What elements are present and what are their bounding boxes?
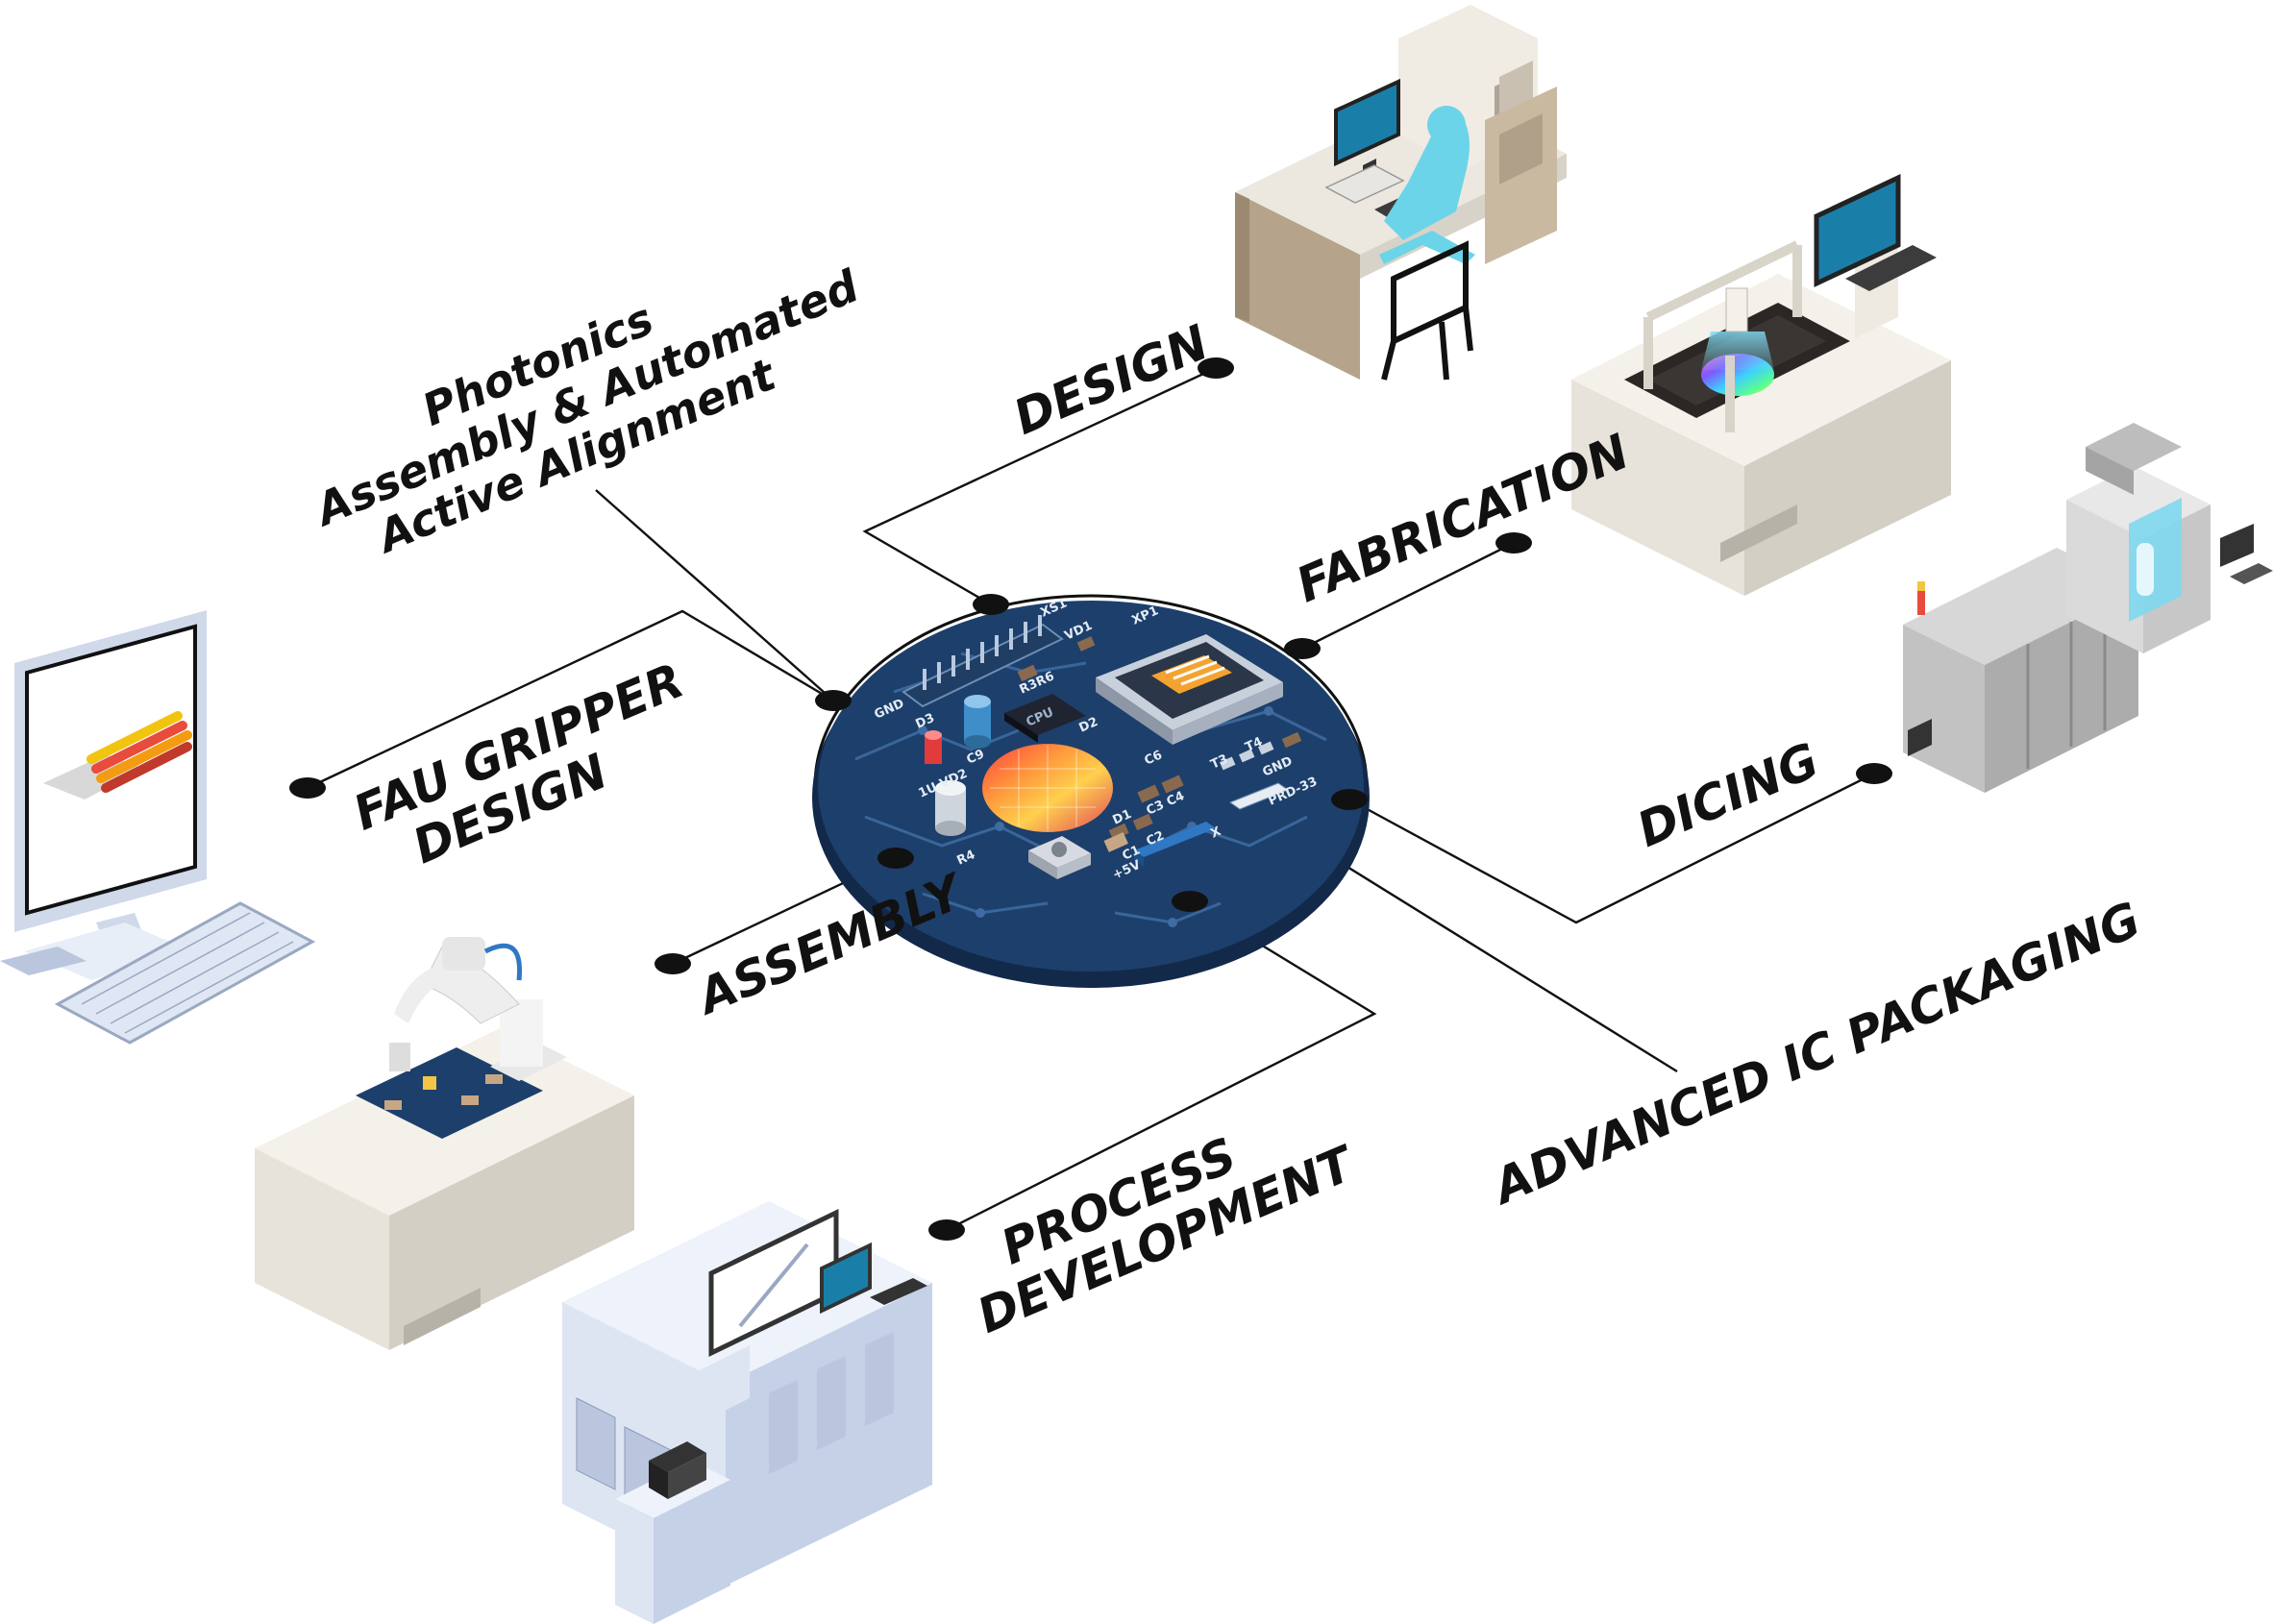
dot-board-fabrication [1284, 638, 1321, 659]
blue-connector [1134, 782, 1290, 867]
silk-c2: C2 [1145, 828, 1167, 849]
silk-d3: D3 [914, 711, 937, 732]
cpu-chip [1004, 694, 1086, 743]
fabrication-machine-illustration [1571, 174, 1951, 596]
dicing-machine-illustration [1903, 423, 2273, 793]
dot-process [928, 1219, 965, 1241]
dot-design [1198, 357, 1234, 379]
photonic-wafer [982, 744, 1113, 832]
dot-fau [289, 777, 326, 799]
silk-1u: 1U [917, 780, 940, 801]
smd-components [1017, 636, 1302, 852]
silk-t3: T3 [1209, 752, 1230, 773]
dot-fabrication [1495, 532, 1532, 554]
connector-dots [289, 357, 1892, 1241]
dot-board-assembly [877, 848, 914, 869]
push-button [1028, 836, 1091, 879]
silk-d1: D1 [1111, 807, 1134, 828]
dot-board-design [973, 594, 1009, 615]
silk-t4: T4 [1244, 735, 1265, 755]
connector-fabrication [1301, 541, 1515, 651]
led-red [925, 730, 942, 764]
silk-c1: C1 [1121, 843, 1143, 863]
dot-board-photonics [815, 690, 852, 711]
dot-board-process [1172, 891, 1208, 912]
process-machine-illustration [562, 1201, 932, 1624]
capacitor-grey [935, 780, 966, 836]
silk-c9: C9 [965, 747, 987, 767]
connector-photonics [595, 489, 834, 701]
dot-assembly [655, 953, 691, 974]
connector-fau [307, 609, 834, 790]
silk-r4: R4 [955, 848, 978, 868]
connector-design [862, 366, 1217, 606]
dot-board-dicing [1331, 789, 1368, 810]
circuit-board: XS1 VD1 XP1 GND D3 R3R6 CPU D2 C9 C6 T3 … [812, 594, 1370, 988]
assembly-robot-illustration [255, 937, 634, 1350]
connector-dicing [1348, 772, 1875, 924]
main-chip [1096, 634, 1283, 745]
pin-header [902, 615, 1064, 708]
computer-illustration [0, 610, 316, 1045]
dot-dicing [1856, 763, 1892, 784]
silk-d2: D2 [1077, 715, 1100, 736]
silk-c6: C6 [1143, 748, 1165, 768]
design-workstation-illustration [1235, 5, 1567, 381]
capacitor-blue [964, 695, 991, 749]
